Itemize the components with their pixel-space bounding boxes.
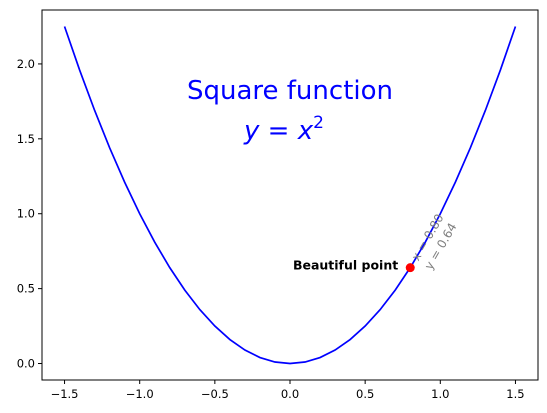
formula-exponent: 2 [313, 113, 324, 133]
x-tick-label: 0.0 [281, 387, 299, 401]
x-tick-label: −1.5 [51, 387, 79, 401]
formula-base: y = x [243, 116, 314, 146]
highlight-point-label: Beautiful point [293, 258, 398, 273]
plot-frame [41, 9, 539, 381]
x-tick-label: 0.5 [356, 387, 374, 401]
y-axis-ticks: 0.0 0.5 1.0 1.5 2.0 [17, 57, 42, 371]
plot-background [42, 10, 538, 380]
y-tick-label: 1.5 [17, 132, 35, 146]
square-curve-line [63, 26, 517, 365]
y-tick-label: 0.0 [17, 357, 35, 371]
x-tick-label: 1.0 [431, 387, 449, 401]
x-tick-label: 1.5 [506, 387, 524, 401]
y-tick-label: 1.0 [17, 207, 35, 221]
y-tick-label: 2.0 [17, 57, 35, 71]
chart-annotation-formula: y = x2 [243, 113, 324, 146]
chart-annotation-title: Square function [187, 76, 393, 106]
y-tick-label: 0.5 [17, 282, 35, 296]
x-tick-label: −0.5 [201, 387, 229, 401]
highlight-point-marker [405, 263, 415, 273]
x-tick-label: −1.0 [126, 387, 154, 401]
x-axis-ticks: −1.5 −1.0 −0.5 0.0 0.5 1.0 1.5 [51, 380, 525, 401]
